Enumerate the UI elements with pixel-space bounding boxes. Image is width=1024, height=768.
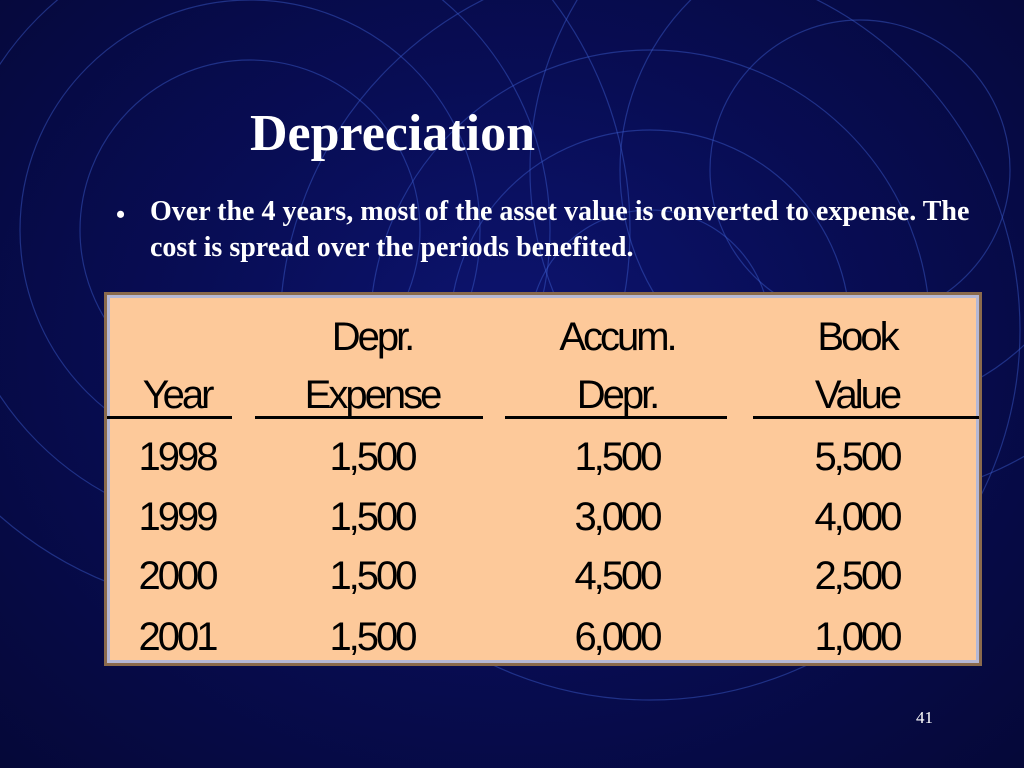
header-accum-top: Accum. xyxy=(559,315,677,359)
cell-book-value: 1,000 xyxy=(814,615,902,659)
cell-year: 2001 xyxy=(138,615,219,659)
header-expense: Expense xyxy=(304,373,443,417)
cell-accum-depr: 1,500 xyxy=(574,435,662,479)
cell-expense: 1,500 xyxy=(329,495,417,539)
cell-book-value: 5,500 xyxy=(814,435,902,479)
header-book-top: Book xyxy=(817,315,899,359)
header-expense-top: Depr. xyxy=(331,315,416,359)
page-number: 41 xyxy=(916,708,933,727)
header-underline xyxy=(505,416,727,419)
cell-book-value: 4,000 xyxy=(814,495,902,539)
cell-expense: 1,500 xyxy=(329,615,417,659)
cell-year: 1998 xyxy=(138,435,219,479)
bullet-marker: • xyxy=(116,200,126,229)
header-book-value: Value xyxy=(814,373,902,417)
cell-accum-depr: 4,500 xyxy=(574,554,662,598)
header-accum-depr: Depr. xyxy=(576,373,661,417)
depreciation-table: Depr. Accum. Book Year Expense Depr. Val… xyxy=(104,292,982,666)
cell-expense: 1,500 xyxy=(329,435,417,479)
slide-title: Depreciation xyxy=(250,105,535,162)
cell-year: 1999 xyxy=(138,495,219,539)
cell-book-value: 2,500 xyxy=(814,554,902,598)
cell-accum-depr: 6,000 xyxy=(574,615,662,659)
cell-accum-depr: 3,000 xyxy=(574,495,662,539)
header-underline xyxy=(107,416,232,419)
header-underline xyxy=(255,416,483,419)
bullet-text: Over the 4 years, most of the asset valu… xyxy=(150,196,970,263)
header-year: Year xyxy=(142,373,215,417)
cell-year: 2000 xyxy=(138,554,219,598)
header-underline xyxy=(753,416,979,419)
cell-expense: 1,500 xyxy=(329,554,417,598)
